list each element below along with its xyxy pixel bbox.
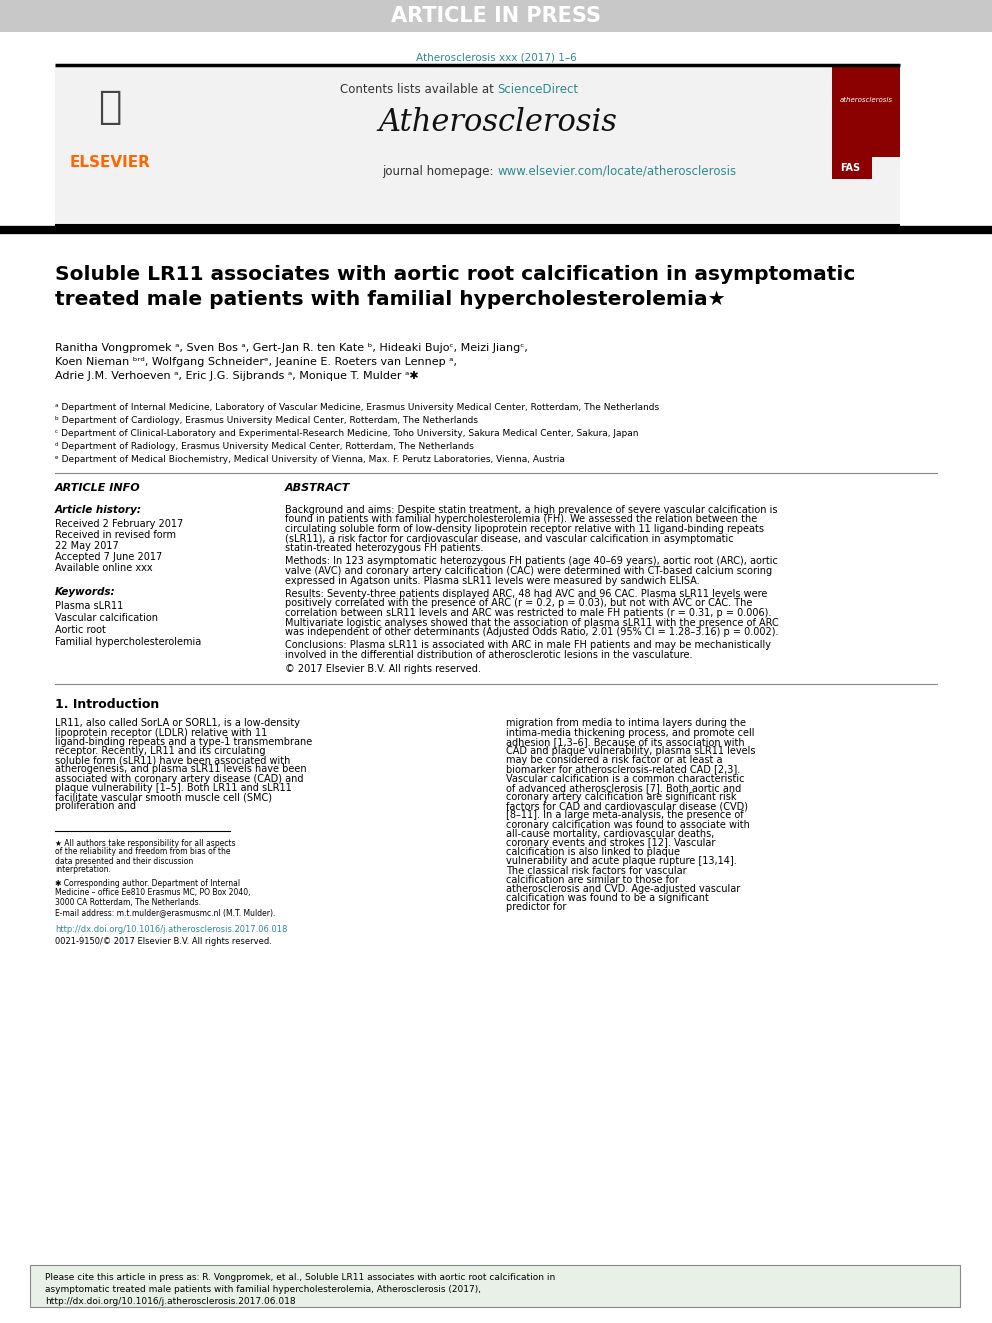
Text: calcification is also linked to plaque: calcification is also linked to plaque [506, 847, 680, 857]
Text: Received 2 February 2017: Received 2 February 2017 [55, 519, 184, 529]
Text: ABSTRACT: ABSTRACT [285, 483, 350, 493]
Text: facilitate vascular smooth muscle cell (SMC): facilitate vascular smooth muscle cell (… [55, 792, 272, 802]
Text: ★ All authors take responsibility for all aspects: ★ All authors take responsibility for al… [55, 839, 235, 848]
Text: 3000 CA Rotterdam, The Netherlands.: 3000 CA Rotterdam, The Netherlands. [55, 897, 201, 906]
Text: ᵇ Department of Cardiology, Erasmus University Medical Center, Rotterdam, The Ne: ᵇ Department of Cardiology, Erasmus Univ… [55, 415, 478, 425]
Text: may be considered a risk factor or at least a: may be considered a risk factor or at le… [506, 755, 722, 765]
Text: FAS: FAS [840, 163, 860, 173]
Text: expressed in Agatson units. Plasma sLR11 levels were measured by sandwich ELISA.: expressed in Agatson units. Plasma sLR11… [285, 576, 699, 586]
Text: ᵃ Department of Internal Medicine, Laboratory of Vascular Medicine, Erasmus Univ: ᵃ Department of Internal Medicine, Labor… [55, 404, 659, 411]
Text: Contents lists available at: Contents lists available at [340, 83, 498, 97]
Text: Article history:: Article history: [55, 505, 142, 515]
Text: CAD and plaque vulnerability, plasma sLR11 levels: CAD and plaque vulnerability, plasma sLR… [506, 746, 756, 757]
Text: calcification was found to be a significant: calcification was found to be a signific… [506, 893, 709, 904]
Text: Background and aims: Despite statin treatment, a high prevalence of severe vascu: Background and aims: Despite statin trea… [285, 505, 778, 515]
Text: ligand-binding repeats and a type-1 transmembrane: ligand-binding repeats and a type-1 tran… [55, 737, 312, 747]
Text: atherosclerosis and CVD. Age-adjusted vascular: atherosclerosis and CVD. Age-adjusted va… [506, 884, 740, 894]
Text: Aortic root: Aortic root [55, 624, 106, 635]
Text: The classical risk factors for vascular: The classical risk factors for vascular [506, 865, 686, 876]
Text: positively correlated with the presence of ARC (r = 0.2, p = 0.03), but not with: positively correlated with the presence … [285, 598, 752, 609]
Text: 0021-9150/© 2017 Elsevier B.V. All rights reserved.: 0021-9150/© 2017 Elsevier B.V. All right… [55, 937, 272, 946]
Text: [8–11]. In a large meta-analysis, the presence of: [8–11]. In a large meta-analysis, the pr… [506, 811, 744, 820]
Text: atherogenesis, and plasma sLR11 levels have been: atherogenesis, and plasma sLR11 levels h… [55, 765, 307, 774]
Text: atherosclerosis: atherosclerosis [839, 97, 893, 103]
Text: intima-media thickening process, and promote cell: intima-media thickening process, and pro… [506, 728, 755, 738]
Text: found in patients with familial hypercholesterolemia (FH). We assessed the relat: found in patients with familial hypercho… [285, 515, 757, 524]
Text: coronary events and strokes [12]. Vascular: coronary events and strokes [12]. Vascul… [506, 837, 715, 848]
Text: of the reliability and freedom from bias of the: of the reliability and freedom from bias… [55, 848, 230, 856]
Text: Vascular calcification is a common characteristic: Vascular calcification is a common chara… [506, 774, 745, 783]
Text: ✱ Corresponding author. Department of Internal: ✱ Corresponding author. Department of In… [55, 880, 240, 889]
Text: coronary calcification was found to associate with: coronary calcification was found to asso… [506, 820, 750, 830]
Text: E-mail address: m.t.mulder@erasmusmc.nl (M.T. Mulder).: E-mail address: m.t.mulder@erasmusmc.nl … [55, 909, 276, 917]
Text: lipoprotein receptor (LDLR) relative with 11: lipoprotein receptor (LDLR) relative wit… [55, 728, 267, 738]
Text: proliferation and: proliferation and [55, 802, 136, 811]
Text: Ranitha Vongpromek ᵃ, Sven Bos ᵃ, Gert-Jan R. ten Kate ᵇ, Hideaki Bujoᶜ, Meizi J: Ranitha Vongpromek ᵃ, Sven Bos ᵃ, Gert-J… [55, 343, 528, 381]
Text: correlation between sLR11 levels and ARC was restricted to male FH patients (r =: correlation between sLR11 levels and ARC… [285, 609, 772, 618]
Bar [832, 67, 900, 157]
Text: statin-treated heterozygous FH patients.: statin-treated heterozygous FH patients. [285, 542, 483, 553]
Text: 22 May 2017: 22 May 2017 [55, 541, 119, 550]
Text: Keywords:: Keywords: [55, 587, 116, 597]
Text: migration from media to intima layers during the: migration from media to intima layers du… [506, 718, 746, 729]
Text: circulating soluble form of low-density lipoprotein receptor relative with 11 li: circulating soluble form of low-density … [285, 524, 764, 534]
Text: Methods: In 123 asymptomatic heterozygous FH patients (age 40–69 years), aortic : Methods: In 123 asymptomatic heterozygou… [285, 557, 778, 566]
Text: valve (AVC) and coronary artery calcification (CAC) were determined with CT-base: valve (AVC) and coronary artery calcific… [285, 566, 772, 576]
Text: journal homepage:: journal homepage: [382, 165, 498, 179]
Text: was independent of other determinants (Adjusted Odds Ratio, 2.01 (95% CI = 1.28–: was independent of other determinants (A… [285, 627, 779, 636]
Text: ᶜ Department of Clinical-Laboratory and Experimental-Research Medicine, Toho Uni: ᶜ Department of Clinical-Laboratory and … [55, 429, 639, 438]
Text: Please cite this article in press as: R. Vongpromek, et al., Soluble LR11 associ: Please cite this article in press as: R.… [45, 1273, 556, 1282]
Text: http://dx.doi.org/10.1016/j.atherosclerosis.2017.06.018: http://dx.doi.org/10.1016/j.atherosclero… [45, 1297, 296, 1306]
Text: associated with coronary artery disease (CAD) and: associated with coronary artery disease … [55, 774, 304, 783]
Text: receptor. Recently, LR11 and its circulating: receptor. Recently, LR11 and its circula… [55, 746, 266, 757]
Text: ᵉ Department of Medical Biochemistry, Medical University of Vienna, Max. F. Peru: ᵉ Department of Medical Biochemistry, Me… [55, 455, 564, 464]
Text: © 2017 Elsevier B.V. All rights reserved.: © 2017 Elsevier B.V. All rights reserved… [285, 664, 481, 673]
Text: Received in revised form: Received in revised form [55, 531, 176, 540]
Bar [55, 65, 900, 225]
Text: calcification are similar to those for: calcification are similar to those for [506, 875, 679, 885]
Text: coronary artery calcification are significant risk: coronary artery calcification are signif… [506, 792, 736, 802]
Text: Available online xxx: Available online xxx [55, 564, 153, 573]
Text: LR11, also called SorLA or SORL1, is a low-density: LR11, also called SorLA or SORL1, is a l… [55, 718, 300, 729]
Text: 1. Introduction: 1. Introduction [55, 699, 160, 712]
Text: biomarker for atherosclerosis-related CAD [2,3].: biomarker for atherosclerosis-related CA… [506, 765, 740, 774]
Text: 🌳: 🌳 [98, 89, 122, 126]
Bar [30, 1265, 960, 1307]
Text: adhesion [1,3–6]. Because of its association with: adhesion [1,3–6]. Because of its associa… [506, 737, 745, 747]
Text: ARTICLE IN PRESS: ARTICLE IN PRESS [391, 7, 601, 26]
Text: http://dx.doi.org/10.1016/j.atherosclerosis.2017.06.018: http://dx.doi.org/10.1016/j.atherosclero… [55, 925, 288, 934]
Text: ARTICLE INFO: ARTICLE INFO [55, 483, 141, 493]
Text: Conclusions: Plasma sLR11 is associated with ARC in male FH patients and may be : Conclusions: Plasma sLR11 is associated … [285, 640, 771, 651]
Text: Plasma sLR11: Plasma sLR11 [55, 601, 123, 611]
Text: ᵈ Department of Radiology, Erasmus University Medical Center, Rotterdam, The Net: ᵈ Department of Radiology, Erasmus Unive… [55, 442, 474, 451]
Bar [55, 67, 165, 152]
Text: www.elsevier.com/locate/atherosclerosis: www.elsevier.com/locate/atherosclerosis [498, 165, 737, 179]
Text: Vascular calcification: Vascular calcification [55, 613, 158, 623]
Text: all-cause mortality, cardiovascular deaths,: all-cause mortality, cardiovascular deat… [506, 830, 714, 839]
Text: Multivariate logistic analyses showed that the association of plasma sLR11 with : Multivariate logistic analyses showed th… [285, 618, 779, 627]
Text: Soluble LR11 associates with aortic root calcification in asymptomatic
treated m: Soluble LR11 associates with aortic root… [55, 265, 855, 310]
Text: ELSEVIER: ELSEVIER [69, 155, 151, 169]
Text: vulnerability and acute plaque rupture [13,14].: vulnerability and acute plaque rupture [… [506, 856, 737, 867]
Text: factors for CAD and cardiovascular disease (CVD): factors for CAD and cardiovascular disea… [506, 802, 748, 811]
Text: plaque vulnerability [1–5]. Both LR11 and sLR11: plaque vulnerability [1–5]. Both LR11 an… [55, 783, 292, 792]
Text: Familial hypercholesterolemia: Familial hypercholesterolemia [55, 636, 201, 647]
Text: Atherosclerosis xxx (2017) 1–6: Atherosclerosis xxx (2017) 1–6 [416, 52, 576, 62]
Bar [0, 0, 992, 32]
Text: involved in the differential distribution of atherosclerotic lesions in the vasc: involved in the differential distributio… [285, 650, 692, 660]
Text: (sLR11), a risk factor for cardiovascular disease, and vascular calcification in: (sLR11), a risk factor for cardiovascula… [285, 533, 734, 544]
Text: data presented and their discussion: data presented and their discussion [55, 856, 193, 865]
Text: soluble form (sLR11) have been associated with: soluble form (sLR11) have been associate… [55, 755, 291, 765]
Text: asymptomatic treated male patients with familial hypercholesterolemia, Atheroscl: asymptomatic treated male patients with … [45, 1285, 481, 1294]
Text: Medicine – office Ee810 Erasmus MC, PO Box 2040,: Medicine – office Ee810 Erasmus MC, PO B… [55, 889, 251, 897]
Text: Atherosclerosis: Atherosclerosis [378, 107, 617, 138]
Text: of advanced atherosclerosis [7]. Both aortic and: of advanced atherosclerosis [7]. Both ao… [506, 783, 741, 792]
Text: Results: Seventy-three patients displayed ARC, 48 had AVC and 96 CAC. Plasma sLR: Results: Seventy-three patients displaye… [285, 589, 768, 599]
Text: interpretation.: interpretation. [55, 865, 111, 875]
Text: predictor for: predictor for [506, 902, 566, 913]
Text: Accepted 7 June 2017: Accepted 7 June 2017 [55, 552, 163, 562]
Bar [832, 157, 872, 179]
Text: ScienceDirect: ScienceDirect [498, 83, 578, 97]
